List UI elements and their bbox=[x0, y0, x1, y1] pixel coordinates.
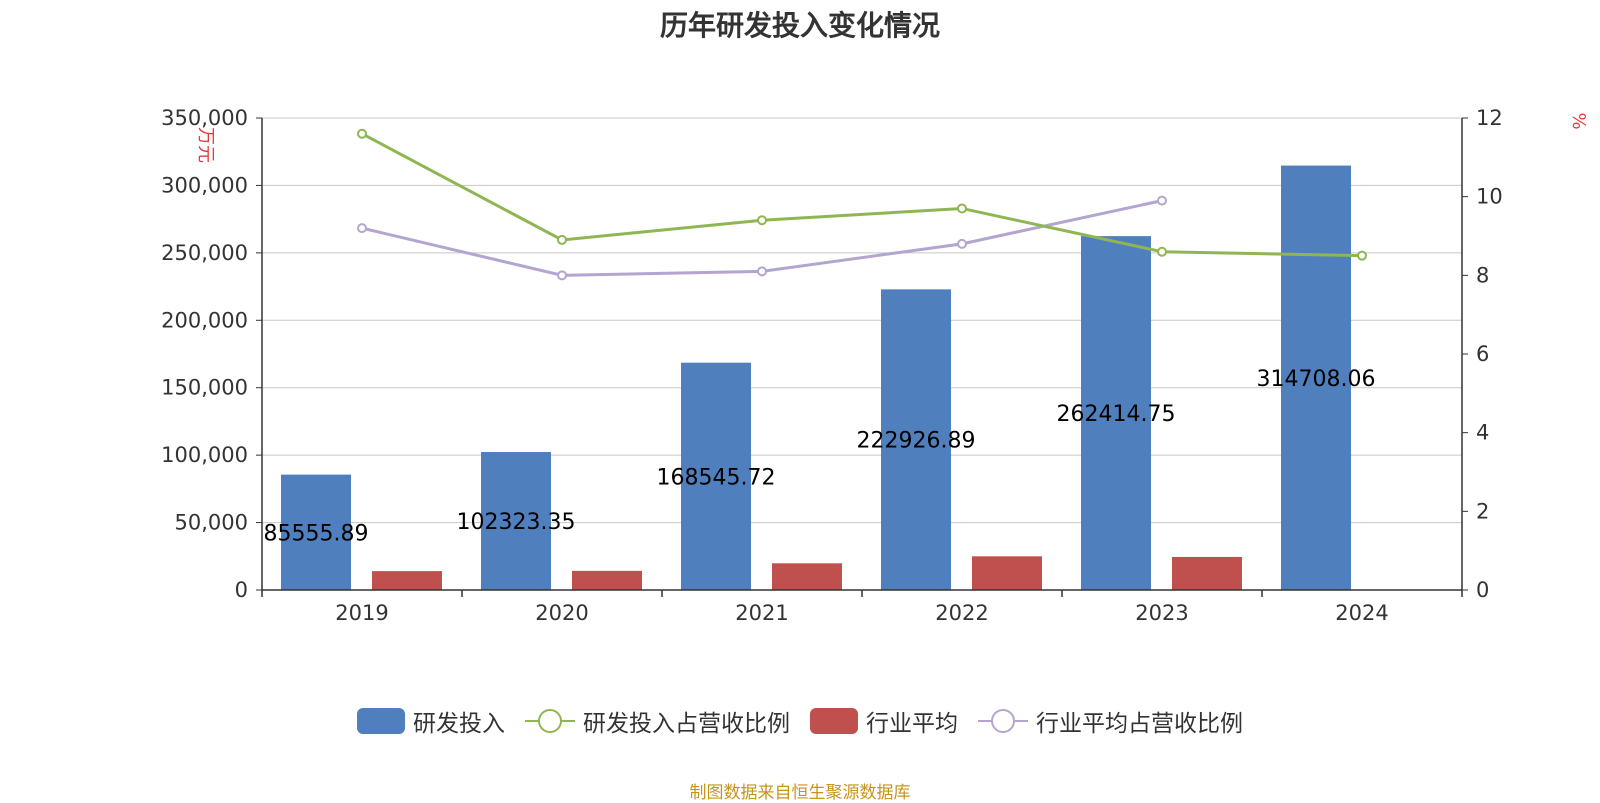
legend-item-industry-average[interactable]: 行业平均 bbox=[810, 704, 958, 738]
left-axis-tick-label: 250,000 bbox=[161, 241, 248, 265]
source-note: 制图数据来自恒生聚源数据库 bbox=[689, 783, 911, 803]
right-axis-tick-label: 6 bbox=[1476, 342, 1489, 366]
bar-industry-average bbox=[572, 570, 642, 590]
right-axis-tick-label: 2 bbox=[1476, 499, 1489, 523]
x-axis-tick-label: 2020 bbox=[535, 601, 588, 625]
point-industry-ratio bbox=[957, 238, 967, 249]
gridlines bbox=[262, 117, 1462, 524]
line-industry-ratio bbox=[361, 199, 1163, 277]
bar-rd-investment bbox=[281, 474, 351, 590]
x-axis-tick-label: 2021 bbox=[735, 601, 788, 625]
point-industry-ratio bbox=[1157, 195, 1167, 206]
legend-swatch-rd-investment bbox=[357, 708, 405, 734]
left-axis-tick-label: 50,000 bbox=[175, 511, 248, 535]
point-rd-ratio bbox=[357, 128, 367, 139]
data-labels: 85555.89 102323.35 168545.72 222926.89 26241… bbox=[264, 367, 1376, 547]
bar-rd-investment bbox=[881, 289, 951, 590]
left-axis-tick-label: 350,000 bbox=[161, 106, 248, 130]
point-rd-ratio bbox=[957, 203, 967, 214]
point-industry-ratio bbox=[357, 223, 367, 234]
x-axis-tick-label: 2022 bbox=[935, 601, 988, 625]
legend-label: 研发投入 bbox=[413, 711, 505, 737]
bar-industry-average bbox=[772, 563, 842, 590]
bars bbox=[281, 165, 1351, 591]
left-axis-tick-label: 0 bbox=[235, 578, 248, 602]
left-axis-tick-label: 100,000 bbox=[161, 443, 248, 467]
bar-data-label: 262414.75 bbox=[1057, 402, 1176, 427]
bar-rd-investment bbox=[681, 362, 751, 590]
legend-item-industry-ratio[interactable]: 行业平均占营收比例 bbox=[978, 704, 1243, 738]
lines bbox=[357, 128, 1367, 281]
bar-data-label: 314708.06 bbox=[1257, 367, 1376, 392]
legend-marker-industry-ratio bbox=[978, 709, 1028, 733]
left-axis-tick-label: 200,000 bbox=[161, 308, 248, 332]
right-axis-tick-label: 8 bbox=[1476, 263, 1489, 287]
right-axis-tick-label: 10 bbox=[1476, 185, 1503, 209]
legend-swatch-industry-average bbox=[810, 708, 858, 734]
bar-industry-average bbox=[972, 556, 1042, 590]
left-axis-tick-label: 150,000 bbox=[161, 376, 248, 400]
legend-item-rd-investment[interactable]: 研发投入 bbox=[357, 704, 505, 738]
right-axis-tick-label: 0 bbox=[1476, 578, 1489, 602]
legend-marker-rd-ratio bbox=[525, 709, 575, 733]
bar-data-label: 85555.89 bbox=[264, 521, 369, 546]
legend-item-rd-ratio[interactable]: 研发投入占营收比例 bbox=[525, 704, 790, 738]
right-axis-tick-label: 12 bbox=[1476, 106, 1503, 130]
x-axis-tick-label: 2019 bbox=[335, 601, 388, 625]
legend-label: 行业平均 bbox=[866, 711, 958, 737]
bar-rd-investment bbox=[481, 452, 551, 590]
chart-title: 历年研发投入变化情况 bbox=[659, 9, 940, 42]
left-axis-unit: 万元 bbox=[195, 127, 216, 163]
legend: 研发投入 研发投入占营收比例 行业平均 行业平均占营收比例 bbox=[0, 704, 1600, 738]
bar-rd-investment bbox=[1081, 236, 1151, 590]
point-industry-ratio bbox=[557, 270, 567, 281]
left-axis-tick-label: 300,000 bbox=[161, 173, 248, 197]
legend-label: 研发投入占营收比例 bbox=[583, 711, 790, 737]
point-rd-ratio bbox=[1157, 246, 1167, 257]
line-rd-ratio bbox=[361, 132, 1363, 258]
axes: 0 50,000 100,000 150,000 200,000 250,000 300,0… bbox=[161, 106, 1503, 625]
bar-industry-average bbox=[1172, 556, 1242, 590]
point-rd-ratio bbox=[757, 215, 767, 226]
point-industry-ratio bbox=[757, 266, 767, 277]
bar-data-label: 102323.35 bbox=[457, 510, 576, 535]
right-axis-unit: % bbox=[1568, 112, 1589, 129]
right-axis-tick-label: 4 bbox=[1476, 421, 1489, 445]
bar-data-label: 222926.89 bbox=[857, 429, 976, 454]
legend-label: 行业平均占营收比例 bbox=[1036, 711, 1243, 737]
x-axis-tick-label: 2023 bbox=[1135, 601, 1188, 625]
point-rd-ratio bbox=[1357, 250, 1367, 261]
bar-rd-investment bbox=[1281, 165, 1351, 591]
combo-chart: 0 50,000 100,000 150,000 200,000 250,000 300,0… bbox=[161, 106, 1589, 625]
bar-data-label: 168545.72 bbox=[657, 465, 776, 490]
point-rd-ratio bbox=[557, 234, 567, 245]
x-axis-tick-label: 2024 bbox=[1335, 601, 1388, 625]
bar-industry-average bbox=[372, 571, 442, 590]
